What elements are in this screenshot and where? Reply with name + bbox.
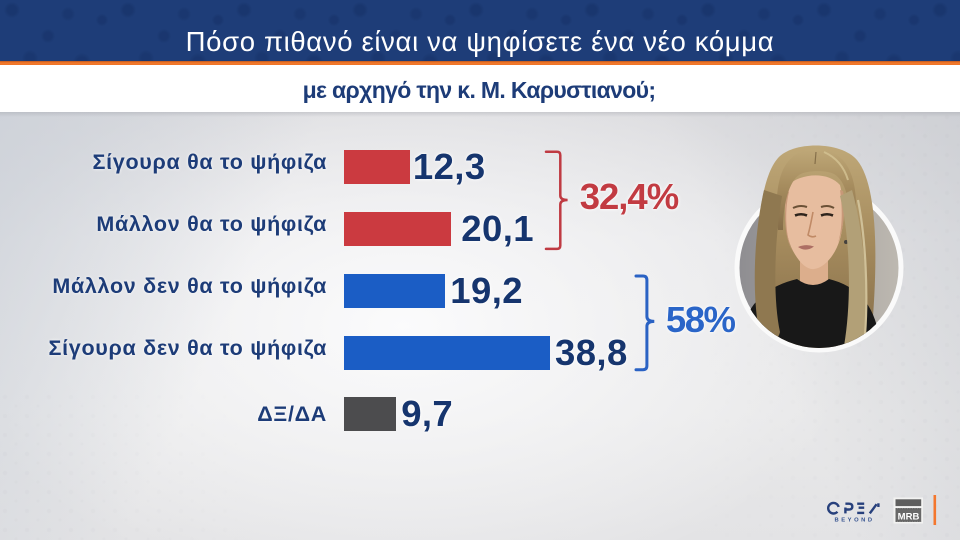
svg-text:BEYOND: BEYOND bbox=[835, 517, 875, 523]
svg-text:MRB: MRB bbox=[898, 512, 920, 523]
